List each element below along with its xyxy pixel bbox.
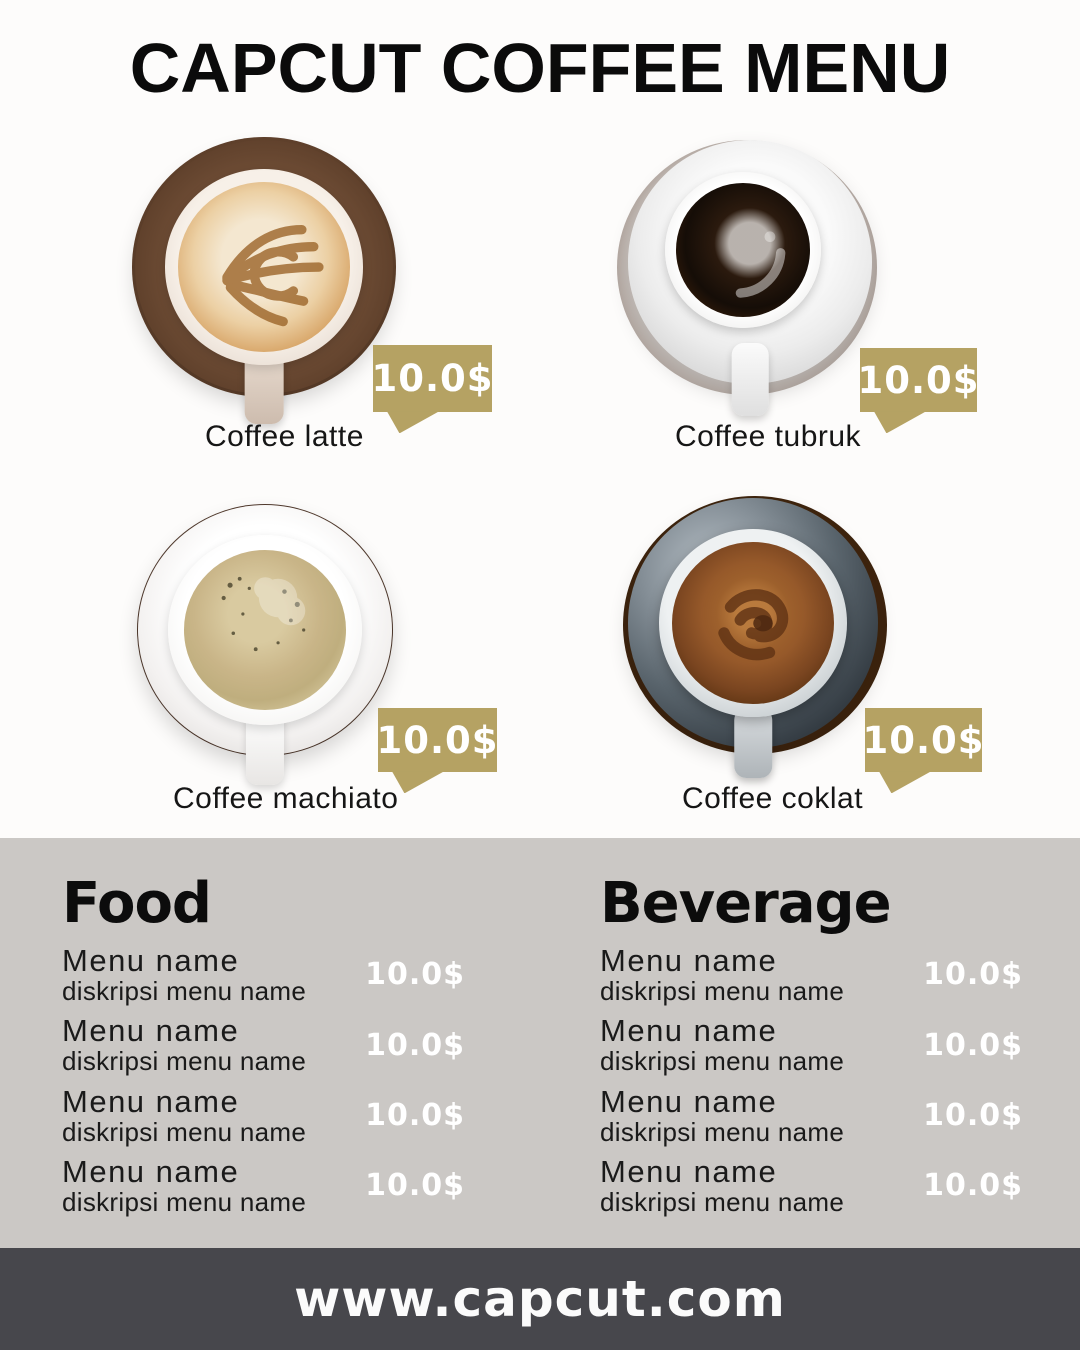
menu-item-name: Menu name [62, 1013, 240, 1049]
menu-item-text: Menu name diskripsi menu name [600, 1083, 845, 1147]
menu-item-text: Menu name diskripsi menu name [600, 1155, 844, 1216]
menu-item: Menu name diskripsi menu name 10.0$ [600, 943, 1023, 1007]
menu-item: Menu name diskripsi menu name 10.0$ [600, 1155, 1023, 1216]
footer-bar: www.capcut.com [0, 1248, 1080, 1350]
product-label: Coffee machiato [173, 782, 399, 815]
price-text: 10.0$ [862, 718, 985, 762]
menu-item: Menu name diskripsi menu name 10.0$ [62, 1155, 465, 1216]
menu-item-price: 10.0$ [923, 1097, 1023, 1133]
menu-item-desc: diskripsi menu name [62, 976, 307, 1007]
menu-item-text: Menu name diskripsi menu name [62, 1155, 306, 1216]
cup-handle [731, 342, 769, 416]
coffee-surface [183, 550, 347, 710]
menu-item-text: Menu name diskripsi menu name [62, 1014, 306, 1075]
cup-handle [734, 708, 772, 778]
menu-item-text: Menu name diskripsi menu name [600, 1014, 844, 1075]
menu-item-name: Menu name [600, 1083, 778, 1119]
product-label: Coffee tubruk [675, 420, 862, 453]
menu-item-price: 10.0$ [365, 1027, 465, 1063]
menu-item-price: 10.0$ [923, 957, 1023, 993]
menu-item-desc: diskripsi menu name [62, 1187, 307, 1218]
menu-item: Menu name diskripsi menu name 10.0$ [62, 943, 465, 1007]
coffee-tubruk-image [617, 140, 877, 416]
menu-section: Food Menu name diskripsi menu name 10.0$… [0, 838, 1080, 1248]
coffee-coklat-image [623, 495, 887, 778]
menu-item-desc: diskripsi menu name [600, 1116, 845, 1147]
menu-item-name: Menu name [62, 1154, 240, 1190]
menu-item-desc: diskripsi menu name [600, 976, 845, 1007]
chocolate-swirl-icon [718, 589, 788, 660]
price-tag-bubble: 10.0$ [371, 345, 494, 412]
menu-item-name: Menu name [600, 943, 778, 978]
food-column: Food Menu name diskripsi menu name 10.0$… [62, 876, 465, 1226]
product-label: Coffee coklat [682, 782, 864, 815]
price-text: 10.0$ [371, 357, 494, 400]
price-tag-bubble: 10.0$ [376, 708, 499, 772]
price-text: 10.0$ [376, 718, 499, 762]
price-tag-bubble: 10.0$ [857, 348, 980, 412]
price-tag-bubble: 10.0$ [862, 708, 985, 772]
menu-item-text: Menu name diskripsi menu name [62, 943, 307, 1007]
menu-item-price: 10.0$ [365, 957, 465, 993]
coffee-surface [671, 541, 835, 705]
beverage-column: Beverage Menu name diskripsi menu name 1… [600, 876, 1023, 1226]
menu-item-price: 10.0$ [365, 1168, 465, 1204]
page-title: CAPCUT COFFEE MENU [129, 29, 951, 107]
coffee-surface [177, 181, 351, 353]
menu-item-name: Menu name [600, 1013, 778, 1049]
menu-item-price: 10.0$ [923, 1027, 1023, 1063]
menu-item-text: Menu name diskripsi menu name [600, 943, 845, 1007]
menu-item: Menu name diskripsi menu name 10.0$ [600, 1014, 1023, 1075]
coffee-highlight-icon [735, 231, 785, 298]
menu-item-desc: diskripsi menu name [62, 1116, 307, 1147]
website-url: www.capcut.com [294, 1270, 786, 1328]
menu-item-name: Menu name [600, 1154, 778, 1190]
latte-art-fern-icon [221, 224, 324, 327]
menu-item-name: Menu name [62, 1083, 240, 1119]
crema-speckles-icon [221, 576, 305, 652]
menu-item-price: 10.0$ [923, 1168, 1023, 1204]
coffee-surface [675, 182, 810, 317]
price-text: 10.0$ [857, 358, 980, 402]
menu-item-desc: diskripsi menu name [600, 1187, 845, 1218]
coffee-latte-image [132, 137, 396, 425]
menu-item-price: 10.0$ [365, 1097, 465, 1133]
menu-item-desc: diskripsi menu name [600, 1046, 845, 1077]
menu-item-text: Menu name diskripsi menu name [62, 1083, 307, 1147]
food-heading: Food [62, 871, 212, 936]
coffee-machiato-image [136, 503, 394, 785]
menu-item: Menu name diskripsi menu name 10.0$ [62, 1083, 465, 1147]
beverage-heading: Beverage [600, 871, 892, 936]
menu-item-desc: diskripsi menu name [62, 1046, 307, 1077]
menu-item: Menu name diskripsi menu name 10.0$ [600, 1083, 1023, 1147]
menu-item: Menu name diskripsi menu name 10.0$ [62, 1014, 465, 1075]
product-label: Coffee latte [205, 420, 364, 453]
menu-item-name: Menu name [62, 943, 240, 978]
